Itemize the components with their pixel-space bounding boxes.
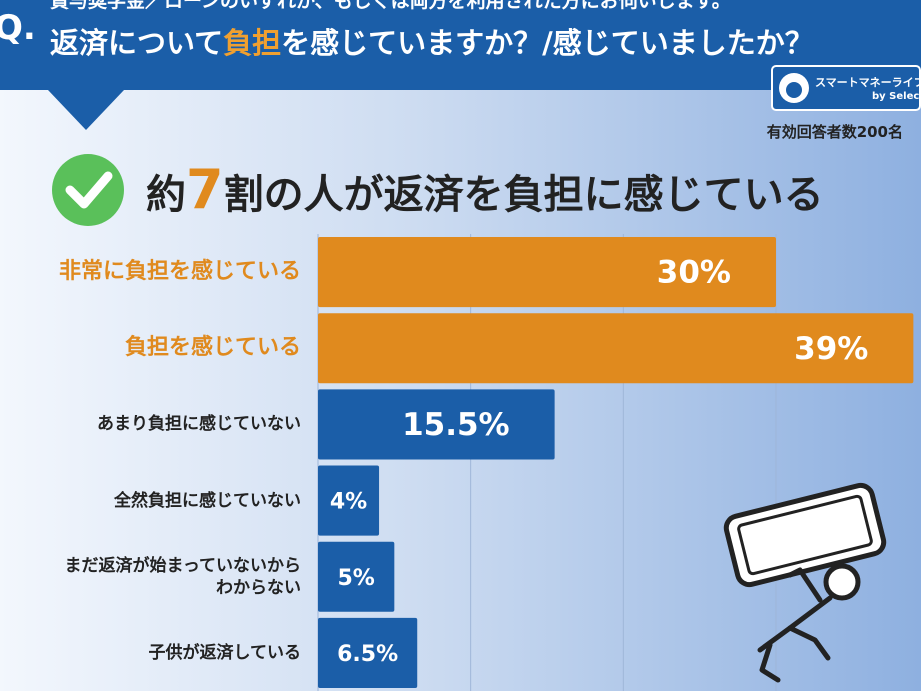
header [0, 0, 921, 90]
logo-sub: by Selectra [872, 91, 921, 102]
bar [318, 237, 776, 308]
check-mark [65, 171, 113, 209]
headline-part: 約 [146, 172, 186, 218]
pointer [48, 90, 124, 130]
bar [318, 389, 555, 460]
illustration-head [823, 563, 861, 601]
illustration-leg [787, 625, 831, 661]
category-label: 非常に負担を感じている [58, 258, 301, 284]
illustration-arm [787, 567, 823, 603]
value-label: 30% [657, 255, 731, 291]
headline-highlight: 7 [186, 158, 224, 221]
illustration [723, 482, 887, 683]
question-highlight: 負担 [223, 26, 282, 60]
respondents: 有効回答者数200名 [766, 123, 903, 141]
question-part: を感じていますか？/感じていましたか？ [281, 26, 814, 60]
bar [318, 313, 914, 384]
check-circle [52, 154, 124, 226]
question-part: 返済について [50, 26, 224, 60]
value-label: 6.5% [337, 642, 398, 667]
headline-part: 割の人が返済を負担に感じている [223, 172, 824, 218]
category-label: あまり負担に感じていない [97, 414, 301, 435]
headline: 約7割の人が返済を負担に感じている [146, 158, 824, 221]
q-mark: Q. [0, 8, 36, 48]
illustration-leg [759, 642, 781, 683]
category-label: 子供が返済している [148, 642, 302, 663]
value-label: 15.5% [402, 407, 510, 443]
category-label: 全然負担に感じていない [114, 490, 301, 511]
category-label: まだ返済が始まっていないから わからない [64, 555, 301, 598]
value-label: 39% [794, 331, 868, 367]
logo-box [771, 65, 921, 111]
bar [318, 465, 380, 536]
bar [318, 617, 418, 688]
question-lead: 貸与奨学金／ローンのいずれか、もしくは両方を利用された方にお伺いします。 [50, 0, 731, 12]
logo-icon-inner [786, 82, 802, 98]
illustration-box-inner [737, 494, 873, 576]
logo-text: スマートマネーライフ [815, 76, 921, 89]
bar [318, 541, 395, 612]
value-label: 4% [330, 490, 367, 515]
question: 返済について負担を感じていますか？/感じていましたか？ [50, 20, 814, 62]
value-label: 5% [337, 566, 374, 591]
category-label: 負担を感じている [124, 334, 301, 360]
